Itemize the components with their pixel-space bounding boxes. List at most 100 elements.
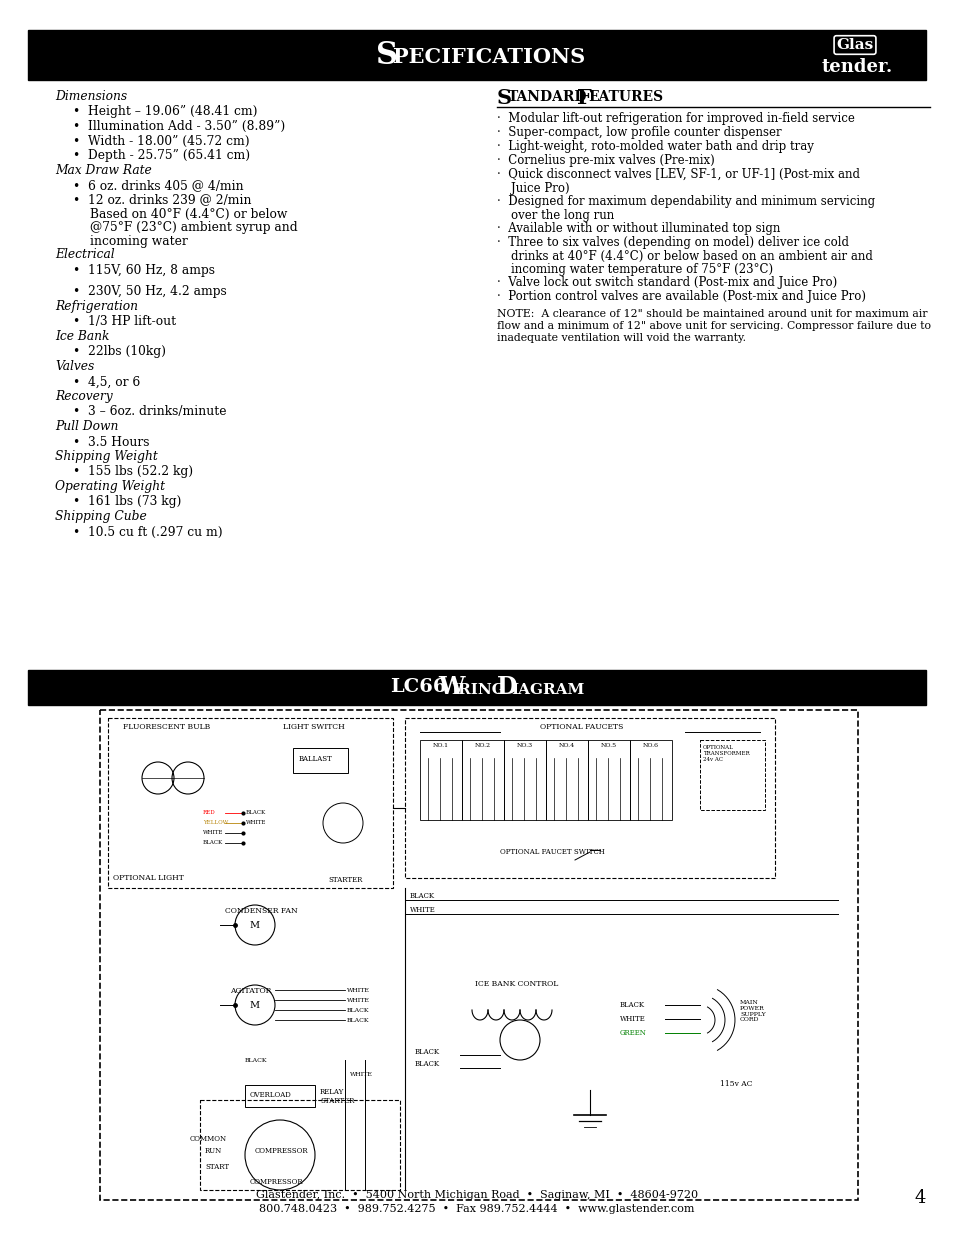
Text: RELAY
STARTER: RELAY STARTER bbox=[319, 1088, 354, 1105]
Text: MAIN
POWER
SUPPLY
CORD: MAIN POWER SUPPLY CORD bbox=[740, 1000, 765, 1023]
Bar bbox=[405, 718, 774, 878]
Text: •  Height – 19.06” (48.41 cm): • Height – 19.06” (48.41 cm) bbox=[73, 105, 257, 119]
Text: •  1/3 HP lift-out: • 1/3 HP lift-out bbox=[73, 315, 176, 329]
Text: NO.5: NO.5 bbox=[600, 743, 617, 748]
Text: WHITE: WHITE bbox=[347, 998, 370, 1003]
Text: Shipping Cube: Shipping Cube bbox=[55, 510, 147, 522]
Text: BLACK: BLACK bbox=[415, 1049, 439, 1056]
Text: COMMON: COMMON bbox=[190, 1135, 227, 1144]
Text: NO.2: NO.2 bbox=[475, 743, 491, 748]
Text: WHITE: WHITE bbox=[619, 1015, 645, 1023]
Text: BALLAST: BALLAST bbox=[298, 755, 333, 763]
Text: ·  Cornelius pre-mix valves (Pre-mix): · Cornelius pre-mix valves (Pre-mix) bbox=[497, 154, 714, 167]
Text: LC66: LC66 bbox=[390, 678, 446, 697]
Bar bbox=[28, 671, 925, 705]
Text: ·  Valve lock out switch standard (Post-mix and Juice Pro): · Valve lock out switch standard (Post-m… bbox=[497, 275, 837, 289]
Text: STARTER: STARTER bbox=[328, 876, 362, 884]
Text: Based on 40°F (4.4°C) or below: Based on 40°F (4.4°C) or below bbox=[90, 207, 287, 221]
Text: NO.4: NO.4 bbox=[558, 743, 575, 748]
Text: COMPRESSOR: COMPRESSOR bbox=[254, 1147, 309, 1155]
Bar bbox=[587, 740, 629, 820]
Text: CONDENSER FAN: CONDENSER FAN bbox=[225, 906, 297, 915]
Text: •  230V, 50 Hz, 4.2 amps: • 230V, 50 Hz, 4.2 amps bbox=[73, 285, 227, 299]
Text: IAGRAM: IAGRAM bbox=[511, 683, 584, 697]
Text: S: S bbox=[375, 40, 397, 70]
Text: inadequate ventilation will void the warranty.: inadequate ventilation will void the war… bbox=[497, 333, 745, 343]
Text: TANDARD: TANDARD bbox=[507, 90, 587, 104]
Bar bbox=[108, 718, 393, 888]
Text: BLACK: BLACK bbox=[347, 1008, 369, 1013]
Text: COMPRESSOR: COMPRESSOR bbox=[250, 1178, 303, 1186]
Text: NO.3: NO.3 bbox=[517, 743, 533, 748]
Text: D: D bbox=[497, 674, 517, 699]
Text: NOTE:  A clearance of 12" should be maintained around unit for maximum air: NOTE: A clearance of 12" should be maint… bbox=[497, 309, 926, 319]
Text: W: W bbox=[437, 674, 464, 699]
Text: Shipping Weight: Shipping Weight bbox=[55, 450, 157, 463]
Text: IRING: IRING bbox=[451, 683, 504, 697]
Text: drinks at 40°F (4.4°C) or below based on an ambient air and: drinks at 40°F (4.4°C) or below based on… bbox=[511, 249, 872, 263]
Text: S: S bbox=[497, 88, 512, 107]
Bar bbox=[245, 1086, 314, 1107]
Bar bbox=[293, 748, 348, 773]
Text: ·  Portion control valves are available (Post-mix and Juice Pro): · Portion control valves are available (… bbox=[497, 290, 865, 303]
Text: NO.1: NO.1 bbox=[433, 743, 449, 748]
Text: START: START bbox=[205, 1163, 229, 1171]
Text: BLACK: BLACK bbox=[619, 1002, 644, 1009]
Text: •  10.5 cu ft (.297 cu m): • 10.5 cu ft (.297 cu m) bbox=[73, 526, 222, 538]
Text: WHITE: WHITE bbox=[350, 1072, 373, 1077]
Bar bbox=[545, 740, 587, 820]
Text: Glastender, Inc.  •  5400 North Michigan Road  •  Saginaw, MI  •  48604-9720: Glastender, Inc. • 5400 North Michigan R… bbox=[255, 1191, 698, 1200]
Text: •  4,5, or 6: • 4,5, or 6 bbox=[73, 375, 140, 389]
Text: LIGHT SWITCH: LIGHT SWITCH bbox=[283, 722, 344, 731]
Bar bbox=[629, 740, 671, 820]
Text: Operating Weight: Operating Weight bbox=[55, 480, 165, 493]
Text: Pull Down: Pull Down bbox=[55, 420, 118, 433]
Text: Valves: Valves bbox=[55, 359, 94, 373]
Text: @75°F (23°C) ambient syrup and: @75°F (23°C) ambient syrup and bbox=[90, 221, 297, 235]
Text: •  115V, 60 Hz, 8 amps: • 115V, 60 Hz, 8 amps bbox=[73, 264, 214, 277]
Text: •  Depth - 25.75” (65.41 cm): • Depth - 25.75” (65.41 cm) bbox=[73, 149, 250, 162]
Text: •  155 lbs (52.2 kg): • 155 lbs (52.2 kg) bbox=[73, 466, 193, 478]
Text: over the long run: over the long run bbox=[511, 209, 614, 222]
Text: OPTIONAL FAUCET SWITCH: OPTIONAL FAUCET SWITCH bbox=[499, 848, 604, 856]
Text: FLUORESCENT BULB: FLUORESCENT BULB bbox=[123, 722, 210, 731]
Text: OPTIONAL FAUCETS: OPTIONAL FAUCETS bbox=[539, 722, 622, 731]
Text: ·  Designed for maximum dependability and minimum servicing: · Designed for maximum dependability and… bbox=[497, 195, 874, 207]
Text: •  12 oz. drinks 239 @ 2/min: • 12 oz. drinks 239 @ 2/min bbox=[73, 194, 252, 206]
Text: flow and a minimum of 12" above unit for servicing. Compressor failure due to: flow and a minimum of 12" above unit for… bbox=[497, 321, 930, 331]
Text: EATURES: EATURES bbox=[587, 90, 662, 104]
Text: F: F bbox=[577, 88, 591, 107]
Bar bbox=[200, 1100, 399, 1191]
Bar bbox=[419, 740, 461, 820]
Text: ·  Available with or without illuminated top sign: · Available with or without illuminated … bbox=[497, 222, 780, 235]
Text: •  Illumination Add - 3.50” (8.89”): • Illumination Add - 3.50” (8.89”) bbox=[73, 120, 285, 133]
Text: 115v AC: 115v AC bbox=[720, 1079, 752, 1088]
Text: ICE BANK CONTROL: ICE BANK CONTROL bbox=[475, 981, 558, 988]
Text: •  Width - 18.00” (45.72 cm): • Width - 18.00” (45.72 cm) bbox=[73, 135, 250, 147]
Text: BLACK: BLACK bbox=[410, 892, 435, 900]
Text: ·  Light-weight, roto-molded water bath and drip tray: · Light-weight, roto-molded water bath a… bbox=[497, 140, 813, 153]
Text: ·  Modular lift-out refrigeration for improved in-field service: · Modular lift-out refrigeration for imp… bbox=[497, 112, 854, 125]
Text: ·  Three to six valves (depending on model) deliver ice cold: · Three to six valves (depending on mode… bbox=[497, 236, 848, 249]
Text: Recovery: Recovery bbox=[55, 390, 112, 403]
Text: tender.: tender. bbox=[821, 58, 892, 77]
Text: PECIFICATIONS: PECIFICATIONS bbox=[393, 47, 584, 67]
Text: BLACK: BLACK bbox=[203, 841, 223, 846]
Text: AGITATOR: AGITATOR bbox=[230, 987, 271, 995]
Text: Electrical: Electrical bbox=[55, 248, 114, 262]
Text: ·  Super-compact, low profile counter dispenser: · Super-compact, low profile counter dis… bbox=[497, 126, 781, 140]
Text: 4: 4 bbox=[913, 1189, 924, 1207]
Text: OPTIONAL LIGHT: OPTIONAL LIGHT bbox=[112, 874, 184, 882]
Text: M: M bbox=[250, 1000, 260, 1009]
Bar bbox=[28, 30, 925, 80]
Text: 800.748.0423  •  989.752.4275  •  Fax 989.752.4444  •  www.glastender.com: 800.748.0423 • 989.752.4275 • Fax 989.75… bbox=[259, 1204, 694, 1214]
Text: Ice Bank: Ice Bank bbox=[55, 330, 110, 343]
Bar bbox=[100, 710, 857, 1200]
Text: M: M bbox=[250, 920, 260, 930]
Text: •  6 oz. drinks 405 @ 4/min: • 6 oz. drinks 405 @ 4/min bbox=[73, 179, 243, 191]
Text: Max Draw Rate: Max Draw Rate bbox=[55, 163, 152, 177]
Text: Dimensions: Dimensions bbox=[55, 90, 127, 103]
Text: •  3 – 6oz. drinks/minute: • 3 – 6oz. drinks/minute bbox=[73, 405, 226, 419]
Text: BLACK: BLACK bbox=[347, 1018, 369, 1023]
Text: •  22lbs (10kg): • 22lbs (10kg) bbox=[73, 346, 166, 358]
